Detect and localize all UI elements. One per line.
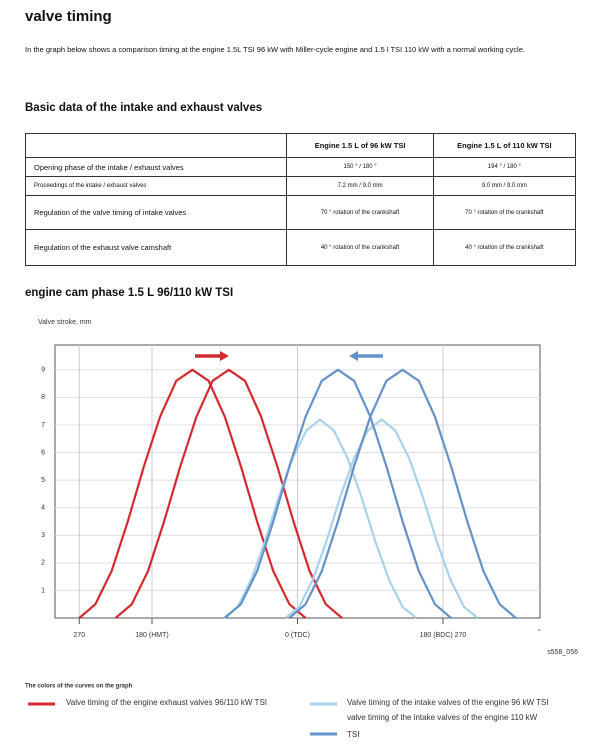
x-tick-label: 180 (HMT) <box>135 632 168 639</box>
table-cell: 150 ° / 180 ° <box>286 157 434 177</box>
table-row: Opening phase of the intake / exhaust va… <box>24 157 577 177</box>
table-cell: 70 ° rotation of the crankshaft <box>432 195 577 230</box>
x-tick-label: 270 <box>73 632 85 639</box>
y-tick-label: 3 <box>41 532 45 539</box>
table-cell: 70 ° rotation of the crankshaft <box>286 195 434 230</box>
table-cell: Opening phase of the intake / exhaust va… <box>24 157 288 177</box>
table-row: Regulation of the exhaust valve camshaft… <box>24 229 577 266</box>
y-axis-label: Valve stroke, mm <box>38 319 92 326</box>
intro-text: In the graph below shows a comparison ti… <box>25 45 525 54</box>
legend-title: The colors of the curves on the graph <box>25 684 133 690</box>
y-tick-label: 4 <box>41 505 45 512</box>
x-unit: ° <box>538 628 541 636</box>
table-cell: 194 ° / 180 ° <box>432 157 577 177</box>
curve <box>284 418 479 619</box>
y-tick-label: 8 <box>41 394 45 401</box>
shift-arrow-head <box>349 351 358 361</box>
table-cell: Proceedings of the intake / exhaust valv… <box>24 176 288 196</box>
table-cell: Regulation of the valve timing of intake… <box>24 195 288 230</box>
y-tick-label: 9 <box>41 367 45 374</box>
figure-id: s558_056 <box>547 649 578 656</box>
curve <box>224 368 452 619</box>
legend-label: TSI <box>347 730 359 739</box>
page-title: valve timing <box>25 8 112 25</box>
curve <box>78 368 307 619</box>
data-table: Engine 1.5 L of 96 kW TSI Engine 1.5 L of… <box>24 133 577 266</box>
y-tick-label: 6 <box>41 449 45 456</box>
table-row: Proceedings of the intake / exhaust valv… <box>24 176 577 196</box>
shift-arrow-head <box>220 351 229 361</box>
legend-label: Valve timing of the intake valves of the… <box>347 698 549 707</box>
x-tick-label: 0 (TDC) <box>285 632 310 639</box>
table-cell: 40 ° rotation of the crankshaft <box>432 229 577 266</box>
x-tick-label: 180 (BDC) 270 <box>420 632 467 639</box>
table-heading: Basic data of the intake and exhaust val… <box>25 102 263 114</box>
table-cell: 9.0 mm / 9.0 mm <box>432 176 577 196</box>
chart-title: engine cam phase 1.5 L 96/110 kW TSI <box>25 287 234 299</box>
y-tick-label: 2 <box>41 560 45 567</box>
table-cell: Regulation of the exhaust valve camshaft <box>24 229 288 266</box>
table-cell: 40 ° rotation of the crankshaft <box>286 229 434 266</box>
curve <box>114 368 343 619</box>
y-tick-label: 5 <box>41 477 45 484</box>
header-row: Engine 1.5 L of 96 kW TSI Engine 1.5 L of… <box>24 133 577 158</box>
chart: Valve stroke, mm ° s558_056 1 2 3 4 5 6 7 8 9 270… <box>38 319 578 656</box>
table-row: Regulation of the valve timing of intake… <box>24 195 577 230</box>
legend-label: valve timing of the intake valves of the… <box>347 713 538 722</box>
legend: The colors of the curves on the graph Va… <box>25 684 549 740</box>
legend-label: Valve timing of the engine exhaust valve… <box>66 698 267 707</box>
header-cell: Engine 1.5 L of 110 kW TSI <box>432 133 577 158</box>
curve <box>223 418 417 619</box>
y-tick-label: 1 <box>41 587 45 594</box>
table-cell: 7.2 mm / 9.0 mm <box>286 176 434 196</box>
header-cell <box>24 133 288 158</box>
y-tick-label: 7 <box>41 422 45 429</box>
curve <box>288 368 517 619</box>
header-cell: Engine 1.5 L of 96 kW TSI <box>286 133 434 158</box>
